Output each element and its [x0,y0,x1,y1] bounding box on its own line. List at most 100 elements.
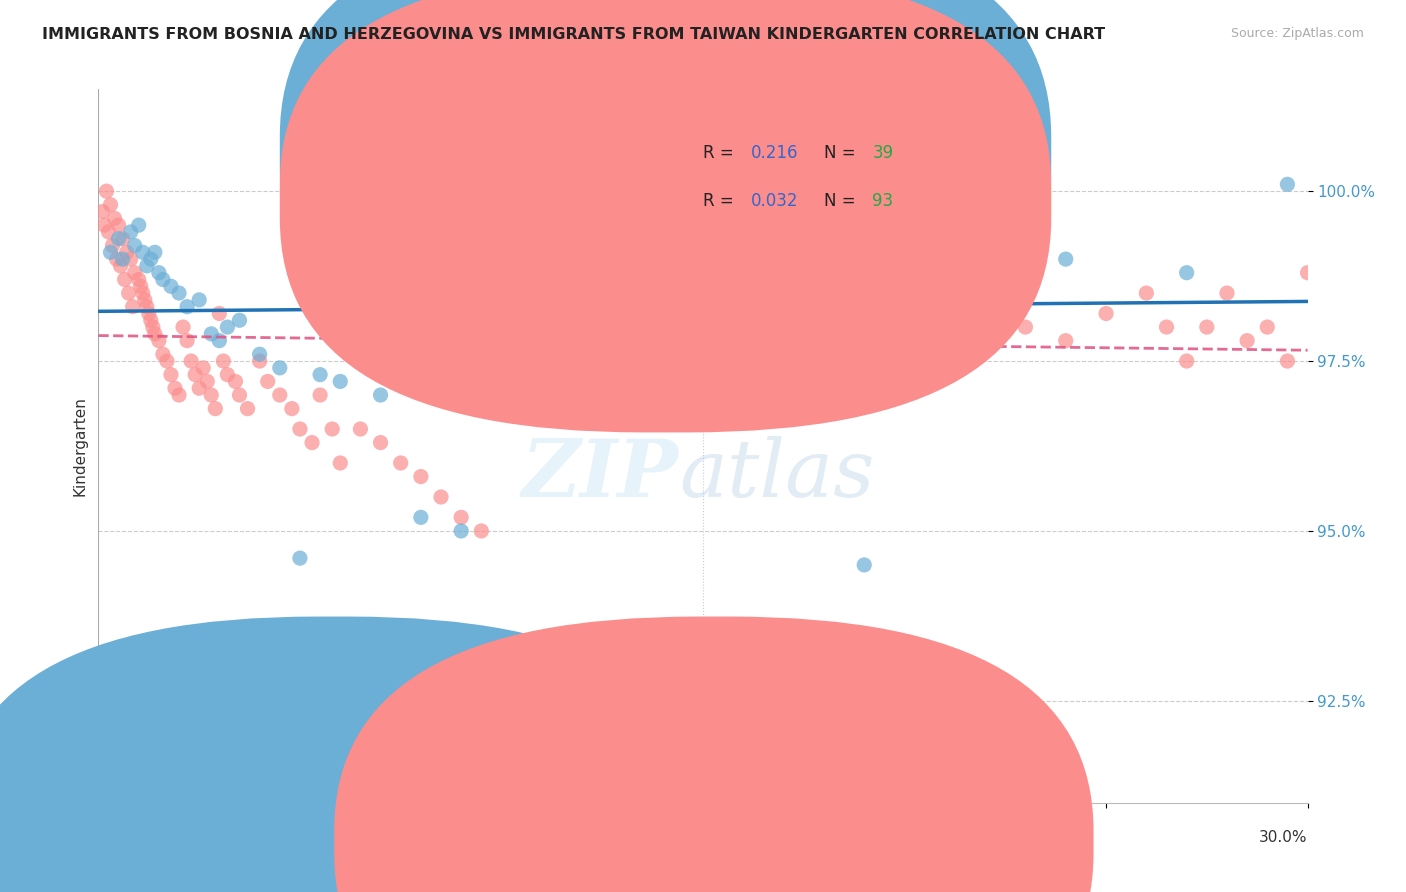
Point [128,272,150,286]
Point [200,326,222,341]
Text: Immigrants from Bosnia and Herzegovina: Immigrants from Bosnia and Herzegovina [359,835,648,849]
Point [692,320,714,334]
Point [269,388,291,402]
Text: 0.216: 0.216 [751,145,799,162]
Point [217,320,239,334]
Text: atlas: atlas [679,436,875,513]
Point [167,388,190,402]
Point [309,368,332,382]
Point [329,456,352,470]
Y-axis label: Kindergarten: Kindergarten [72,396,87,496]
Point [118,286,141,301]
Point [281,401,304,416]
Point [139,313,162,327]
Text: Source: ZipAtlas.com: Source: ZipAtlas.com [1230,27,1364,40]
Point [853,558,876,572]
Point [200,388,222,402]
Point [100,245,122,260]
Point [1095,306,1118,320]
Point [160,368,183,382]
Point [110,259,132,273]
Point [571,334,593,348]
Point [195,375,218,389]
Point [212,354,235,368]
Point [1277,354,1299,368]
Point [142,320,165,334]
Point [551,320,574,334]
Point [612,375,634,389]
Point [349,422,371,436]
Point [370,388,392,402]
Point [128,218,150,232]
Point [188,381,211,395]
Point [143,326,166,341]
Text: ZIP: ZIP [522,436,679,513]
Point [228,388,250,402]
Point [160,279,183,293]
Point [450,524,472,538]
Point [591,354,613,368]
FancyBboxPatch shape [624,121,1005,232]
Point [914,354,936,368]
Point [329,375,352,389]
Point [1236,334,1258,348]
Point [1175,266,1198,280]
Point [1014,320,1036,334]
Point [301,435,323,450]
Point [491,252,513,266]
Point [208,334,231,348]
Point [107,232,129,246]
Point [1216,286,1239,301]
Point [974,286,997,301]
Text: IMMIGRANTS FROM BOSNIA AND HERZEGOVINA VS IMMIGRANTS FROM TAIWAN KINDERGARTEN CO: IMMIGRANTS FROM BOSNIA AND HERZEGOVINA V… [42,27,1105,42]
Point [249,354,271,368]
Point [288,422,311,436]
Point [491,266,513,280]
Point [143,245,166,260]
Point [1195,320,1218,334]
Point [135,300,157,314]
Text: 0.032: 0.032 [751,193,799,211]
Point [132,286,155,301]
FancyBboxPatch shape [280,0,1052,384]
Text: N =: N = [824,193,860,211]
Point [1135,286,1157,301]
Point [180,354,202,368]
Point [934,306,956,320]
Point [711,354,734,368]
Point [97,225,120,239]
Point [163,381,186,395]
Point [111,232,134,246]
Point [571,232,593,246]
Text: R =: R = [703,145,740,162]
Point [208,306,231,320]
Point [91,204,114,219]
Text: Immigrants from Taiwan: Immigrants from Taiwan [740,835,907,849]
Point [409,510,432,524]
Text: 39: 39 [872,145,893,162]
Point [193,360,215,375]
Point [103,211,125,226]
Point [1296,266,1319,280]
Point [934,238,956,252]
Point [124,238,146,252]
Point [135,259,157,273]
Point [96,184,118,198]
Point [120,252,142,266]
Point [121,300,143,314]
Point [1256,320,1278,334]
Point [139,252,162,266]
FancyBboxPatch shape [280,0,1052,433]
Point [111,252,134,266]
Text: 0.0%: 0.0% [98,830,138,845]
Point [172,320,194,334]
Point [156,354,179,368]
Point [134,293,156,307]
Point [184,368,207,382]
Point [530,306,553,320]
Text: 30.0%: 30.0% [1260,830,1308,845]
Point [269,360,291,375]
Point [148,266,170,280]
FancyBboxPatch shape [335,616,1094,892]
Point [217,368,239,382]
